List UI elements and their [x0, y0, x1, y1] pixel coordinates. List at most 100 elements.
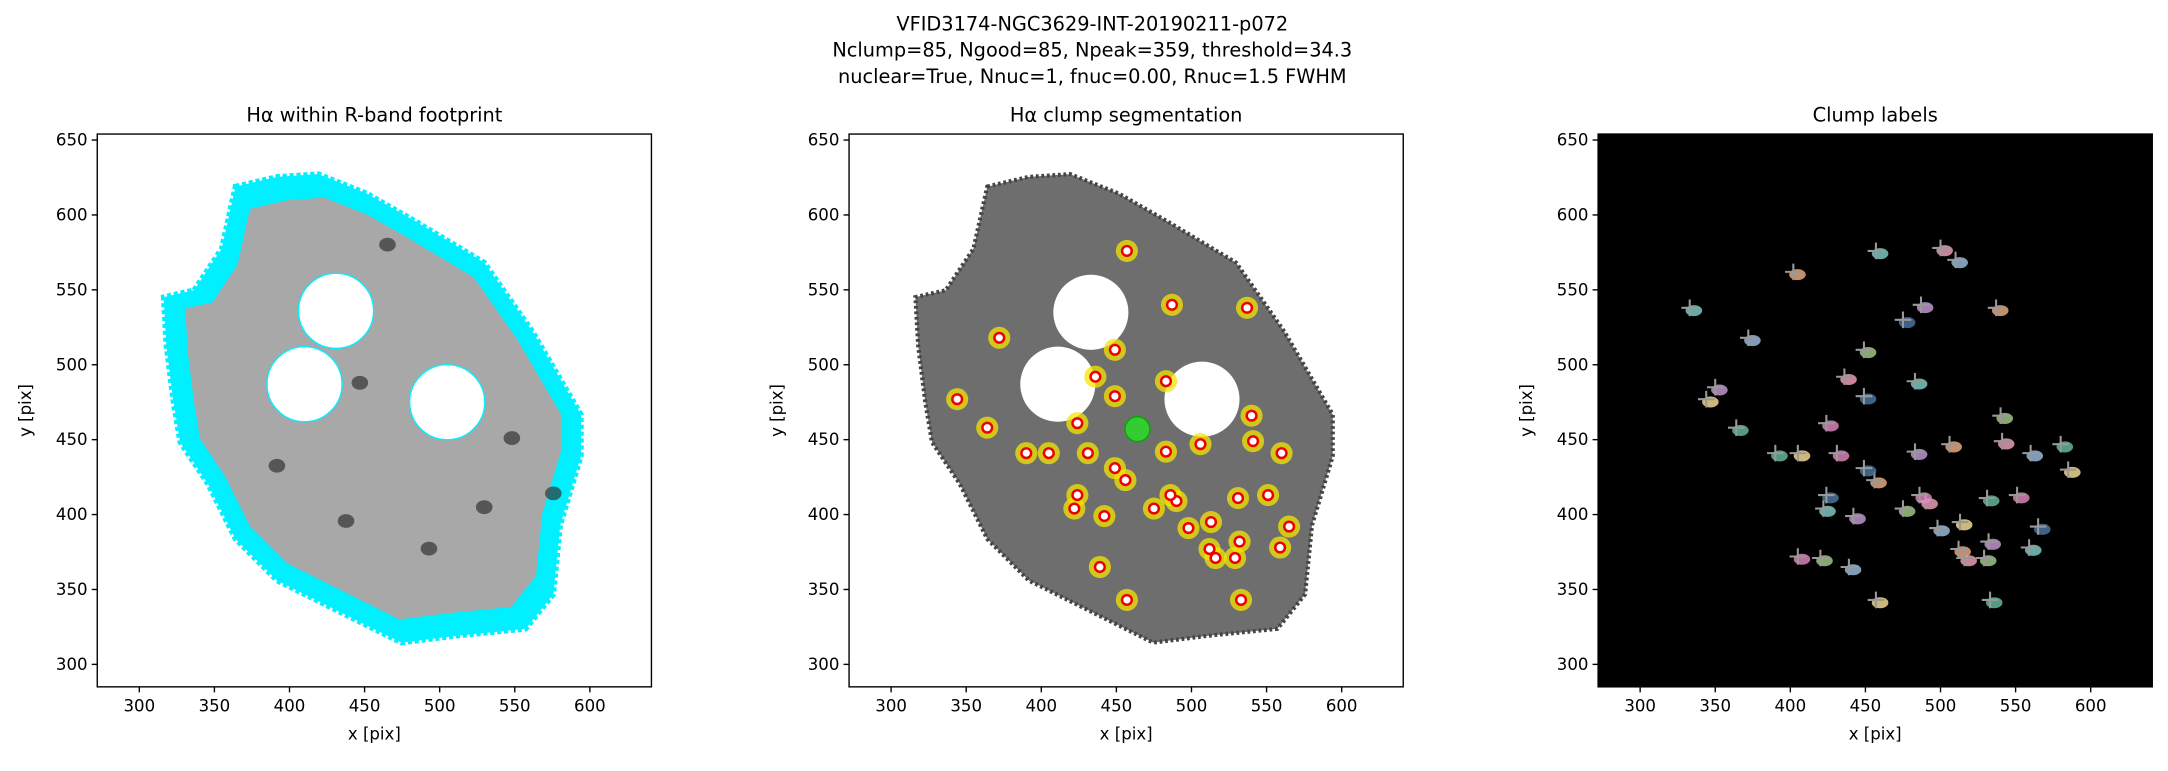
peak	[1975, 549, 1993, 567]
y-tick-label: 500	[808, 355, 840, 374]
x-tick-label: 400	[1025, 697, 1057, 716]
halpha-image	[913, 172, 1335, 645]
x-tick-label: 500	[1176, 697, 1208, 716]
clump	[1209, 551, 1222, 565]
clump	[1204, 515, 1218, 529]
clump	[1246, 435, 1260, 448]
peak	[1706, 378, 1724, 396]
clump-region	[1910, 448, 1928, 460]
clump-region	[1844, 564, 1862, 576]
clump-region	[1859, 393, 1877, 405]
peak	[1789, 444, 1807, 462]
panel: 300 350 400 450 500 550 600 300 350 400 450 500 550 6…	[16, 104, 653, 743]
peak	[1932, 239, 1949, 257]
clump	[1240, 301, 1254, 314]
clump-region	[1840, 373, 1857, 386]
x-tick-label: 300	[123, 697, 155, 716]
clump-region	[1859, 465, 1877, 477]
clump-region	[1822, 420, 1839, 432]
blob	[545, 486, 562, 501]
clump-region	[2064, 466, 2081, 478]
peak	[1855, 341, 1873, 359]
x-tick-label: 500	[424, 697, 456, 716]
x-tick-label: 350	[1699, 697, 1731, 716]
clump	[1159, 375, 1173, 388]
clump-region	[2012, 492, 2030, 504]
clump	[993, 331, 1006, 344]
blob	[268, 458, 286, 473]
clump-region	[1984, 538, 2002, 550]
clump-region	[1955, 519, 1973, 531]
x-tick-label: 550	[1251, 697, 1283, 716]
y-tick-label: 650	[56, 131, 88, 150]
y-axis-label: y [pix]	[1517, 384, 1536, 437]
peak	[1951, 513, 1969, 531]
mask	[1020, 346, 1096, 422]
clump	[1261, 489, 1275, 502]
clump-region	[2056, 441, 2074, 453]
panel: 300 350 400 450 500 550 600 300 350 400 450 500 550 6…	[768, 104, 1404, 743]
clump-region	[1685, 305, 1703, 317]
clump-region	[1871, 597, 1889, 609]
clump	[1164, 489, 1177, 502]
peak	[1929, 519, 1946, 537]
clump-region	[1816, 555, 1833, 567]
suptitle: nuclear=True, Nnuc=1, fnuc=0.00, Rnuc=1.…	[838, 65, 1347, 88]
peak	[1855, 387, 1873, 405]
axes-frame	[1597, 133, 2153, 688]
clump	[1245, 409, 1258, 422]
clump	[1071, 489, 1084, 502]
peak	[1993, 432, 2011, 450]
y-tick-label: 500	[1557, 355, 1589, 374]
y-tick-label: 350	[808, 580, 840, 599]
peak	[1992, 407, 2009, 424]
x-tick-label: 300	[875, 697, 907, 716]
peak	[1950, 540, 1967, 558]
peak	[1818, 486, 1835, 504]
peak	[1785, 263, 1802, 281]
y-tick-label: 450	[808, 430, 840, 449]
peak	[1941, 435, 1958, 453]
clump	[1231, 492, 1245, 505]
clump	[1228, 551, 1242, 565]
x-tick-label: 450	[1850, 697, 1882, 716]
axes-title: Clump labels	[1813, 104, 1938, 127]
mask	[408, 363, 486, 441]
x-axis-label: x [pix]	[348, 724, 401, 743]
peak	[1956, 549, 1973, 567]
peak	[1911, 486, 1928, 504]
panel: 300 350 400 450 500 550 600 300 350 400 450 500 550 6…	[1517, 104, 2153, 743]
peak	[1906, 443, 1924, 460]
x-tick-label: 400	[274, 697, 306, 716]
peak	[1912, 296, 1930, 314]
clump-region	[1936, 245, 1953, 257]
x-tick-label: 600	[1326, 697, 1358, 716]
y-tick-label: 500	[56, 355, 88, 374]
clump	[1108, 343, 1121, 356]
axes-frame	[96, 133, 653, 688]
axes-title: Hα clump segmentation	[1010, 104, 1243, 127]
peak	[1840, 558, 1858, 576]
y-axis-label: y [pix]	[768, 384, 787, 437]
y-axis-label: y [pix]	[16, 384, 35, 437]
blob	[475, 500, 493, 515]
y-tick-label: 550	[1557, 280, 1589, 299]
clump	[1182, 521, 1195, 535]
y-tick-label: 300	[808, 655, 840, 674]
clump	[951, 393, 964, 406]
clump	[1120, 593, 1133, 607]
peak	[1812, 549, 1829, 567]
clump	[1120, 244, 1133, 257]
x-tick-label: 600	[574, 697, 606, 716]
clump-region	[1945, 441, 1962, 453]
mask	[266, 345, 343, 423]
suptitle: VFID3174-NGC3629-INT-20190211-p072	[896, 12, 1288, 35]
mask	[1053, 274, 1129, 350]
clump	[1068, 502, 1081, 515]
clump	[1098, 509, 1111, 523]
peak	[2052, 435, 2069, 453]
clump-region	[1793, 553, 1811, 565]
clump-region	[1702, 396, 1719, 408]
peak	[2008, 486, 2026, 504]
clump-region	[2026, 450, 2044, 462]
